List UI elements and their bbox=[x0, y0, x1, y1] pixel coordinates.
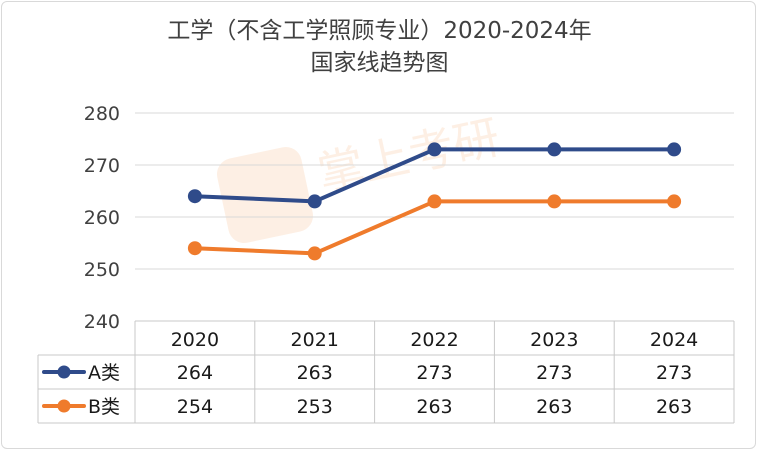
y-tick-label: 260 bbox=[84, 207, 120, 229]
legend-label: A类 bbox=[88, 362, 120, 384]
data-point bbox=[307, 246, 322, 261]
data-point bbox=[187, 241, 202, 256]
data-cell: 253 bbox=[297, 396, 333, 418]
y-tick-label: 280 bbox=[84, 103, 120, 125]
y-tick-label: 250 bbox=[84, 259, 120, 281]
y-axis-ticks: 240 250 260 270 280 bbox=[84, 103, 120, 333]
y-tick-label: 270 bbox=[84, 155, 120, 177]
data-point bbox=[667, 194, 682, 209]
svg-text:掌上考研: 掌上考研 bbox=[313, 110, 504, 201]
chart-subtitle: 国家线趋势图 bbox=[310, 50, 449, 76]
data-cell: 273 bbox=[536, 362, 572, 384]
x-tick-label: 2024 bbox=[650, 329, 698, 351]
x-tick-label: 2022 bbox=[410, 329, 458, 351]
data-cell: 264 bbox=[177, 362, 213, 384]
data-table: 2020 2021 2022 2023 2024 A类 264 263 273 273 273 B类 2… bbox=[37, 320, 735, 424]
y-tick-label: 240 bbox=[84, 311, 120, 333]
legend-marker bbox=[57, 399, 71, 413]
x-tick-label: 2020 bbox=[171, 329, 219, 351]
data-cell: 254 bbox=[177, 396, 213, 418]
legend-label: B类 bbox=[88, 396, 120, 418]
data-point bbox=[547, 194, 562, 209]
data-point bbox=[187, 189, 202, 204]
chart-title: 工学（不含工学照顾专业）2020-2024年 bbox=[167, 18, 592, 44]
data-cell: 263 bbox=[297, 362, 333, 384]
data-point bbox=[307, 194, 322, 209]
data-point bbox=[427, 142, 442, 157]
x-tick-label: 2021 bbox=[291, 329, 339, 351]
grid-lines bbox=[135, 112, 734, 270]
watermark-logo: 掌上考研 bbox=[216, 110, 504, 244]
x-tick-label: 2023 bbox=[530, 329, 578, 351]
data-point bbox=[547, 142, 562, 157]
data-point bbox=[427, 194, 442, 209]
data-cell: 273 bbox=[416, 362, 452, 384]
legend-marker bbox=[57, 365, 71, 379]
data-cell: 273 bbox=[656, 362, 692, 384]
series-lines bbox=[187, 142, 682, 261]
data-point bbox=[667, 142, 682, 157]
data-cell: 263 bbox=[536, 396, 572, 418]
data-cell: 263 bbox=[656, 396, 692, 418]
data-cell: 263 bbox=[416, 396, 452, 418]
